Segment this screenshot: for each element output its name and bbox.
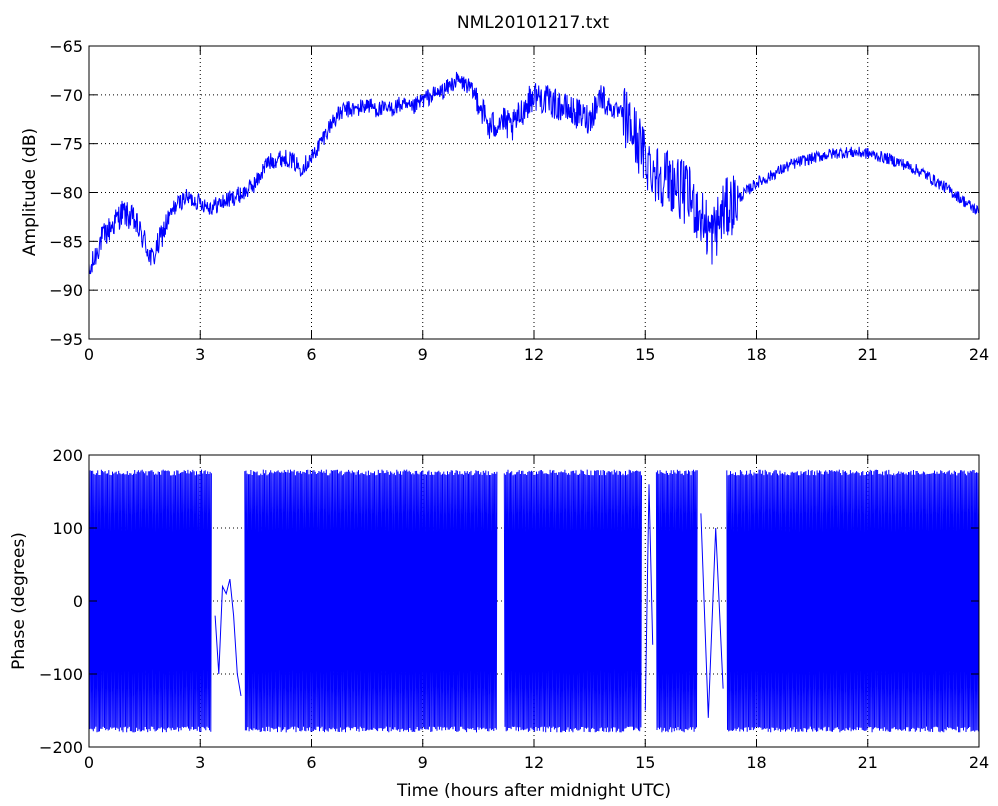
phase-xtick-label: 0 <box>84 753 94 772</box>
amplitude-xtick-label: 15 <box>635 345 655 364</box>
phase-xtick-label: 9 <box>418 753 428 772</box>
amplitude-ticks: 0 3 6 9 12 15 18 21 24 −95 −90 −85 −80 −75 −70 −65 <box>49 37 989 364</box>
phase-ticks: 0 3 6 9 12 15 18 21 24 −200 −100 0 100 200 <box>39 446 989 772</box>
phase-ytick-label: 200 <box>52 446 83 465</box>
phase-xtick-label: 6 <box>306 753 316 772</box>
amplitude-xtick-label: 0 <box>84 345 94 364</box>
phase-xtick-label: 3 <box>195 753 205 772</box>
amplitude-xtick-label: 21 <box>858 345 878 364</box>
amplitude-series-line <box>88 71 980 275</box>
amplitude-ytick-label: −70 <box>49 86 83 105</box>
amplitude-xtick-label: 12 <box>524 345 544 364</box>
amplitude-xtick-label: 24 <box>969 345 989 364</box>
phase-xtick-label: 24 <box>969 753 989 772</box>
amplitude-xtick-label: 3 <box>195 345 205 364</box>
figure-title: NML20101217.txt <box>457 13 610 33</box>
phase-ytick-label: −200 <box>39 738 83 757</box>
phase-xlabel: Time (hours after midnight UTC) <box>396 781 671 801</box>
amplitude-xtick-label: 9 <box>418 345 428 364</box>
amplitude-ytick-label: −90 <box>49 281 83 300</box>
amplitude-ytick-label: −85 <box>49 232 83 251</box>
amplitude-xtick-label: 6 <box>306 345 316 364</box>
phase-ytick-label: 100 <box>52 519 83 538</box>
amplitude-axes: 0 3 6 9 12 15 18 21 24 −95 −90 −85 −80 −75 −70 −65 Ampl… <box>20 37 989 364</box>
phase-xtick-label: 21 <box>858 753 878 772</box>
amplitude-ytick-label: −95 <box>49 330 83 349</box>
amplitude-ytick-label: −80 <box>49 184 83 203</box>
phase-axes: 0 3 6 9 12 15 18 21 24 −200 −100 0 100 200 Phase (deg… <box>9 446 989 801</box>
amplitude-ylabel: Amplitude (dB) <box>20 128 40 256</box>
phase-xtick-label: 15 <box>635 753 655 772</box>
amplitude-ytick-label: −65 <box>49 37 83 56</box>
phase-ytick-label: 0 <box>73 592 83 611</box>
amplitude-xtick-label: 18 <box>746 345 766 364</box>
amplitude-ytick-label: −75 <box>49 135 83 154</box>
phase-series-line <box>88 469 980 733</box>
phase-ylabel: Phase (degrees) <box>9 532 29 670</box>
phase-ytick-label: −100 <box>39 665 83 684</box>
phase-xtick-label: 18 <box>746 753 766 772</box>
phase-xtick-label: 12 <box>524 753 544 772</box>
